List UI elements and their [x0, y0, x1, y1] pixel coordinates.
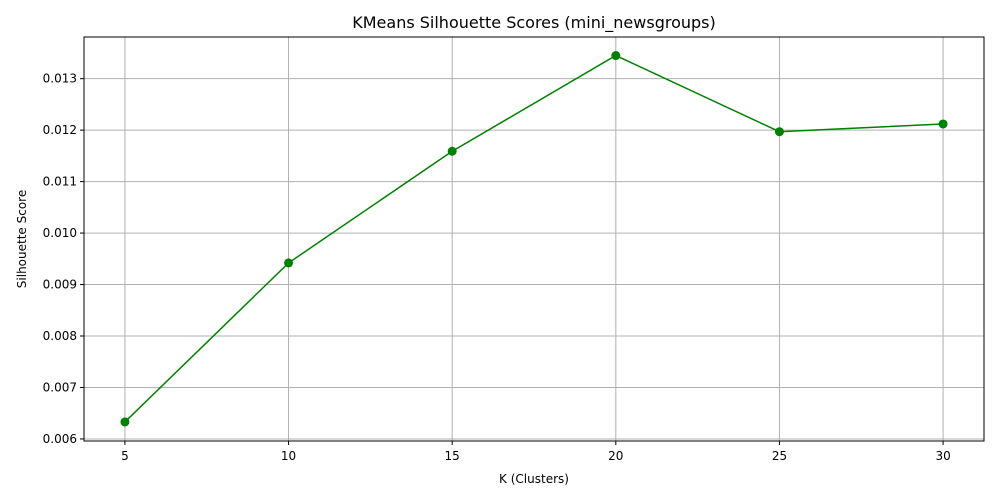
- y-tick-label: 0.009: [43, 278, 77, 292]
- y-tick-label: 0.012: [43, 123, 77, 137]
- grid-layer: [84, 37, 984, 441]
- y-tick-label: 0.013: [43, 72, 77, 86]
- chart-title: KMeans Silhouette Scores (mini_newsgroup…: [352, 13, 716, 33]
- data-point: [284, 258, 294, 268]
- data-point: [774, 127, 784, 137]
- x-axis-label: K (Clusters): [499, 472, 569, 486]
- plot-frame: [83, 36, 985, 442]
- y-tick-label: 0.008: [43, 329, 77, 343]
- x-tick-label: 25: [772, 449, 787, 463]
- x-tick-label: 30: [935, 449, 950, 463]
- x-tick-label: 20: [608, 449, 623, 463]
- y-tick-label: 0.007: [43, 380, 77, 394]
- data-point: [447, 146, 457, 156]
- y-axis-label: Silhouette Score: [15, 190, 29, 288]
- data-point: [938, 119, 948, 129]
- data-point: [120, 417, 130, 427]
- series-layer: [120, 51, 948, 427]
- series-line: [124, 54, 944, 423]
- tick-layer: 5 10 15 20 25 30 0.006 0.007 0.008 0.009 0.010 0.01…: [43, 72, 951, 463]
- y-tick-label: 0.011: [43, 175, 77, 189]
- data-point: [611, 51, 621, 61]
- y-tick-label: 0.010: [43, 226, 77, 240]
- x-tick-label: 15: [445, 449, 460, 463]
- y-tick-label: 0.006: [43, 432, 77, 446]
- x-tick-label: 5: [121, 449, 129, 463]
- x-tick-label: 10: [281, 449, 296, 463]
